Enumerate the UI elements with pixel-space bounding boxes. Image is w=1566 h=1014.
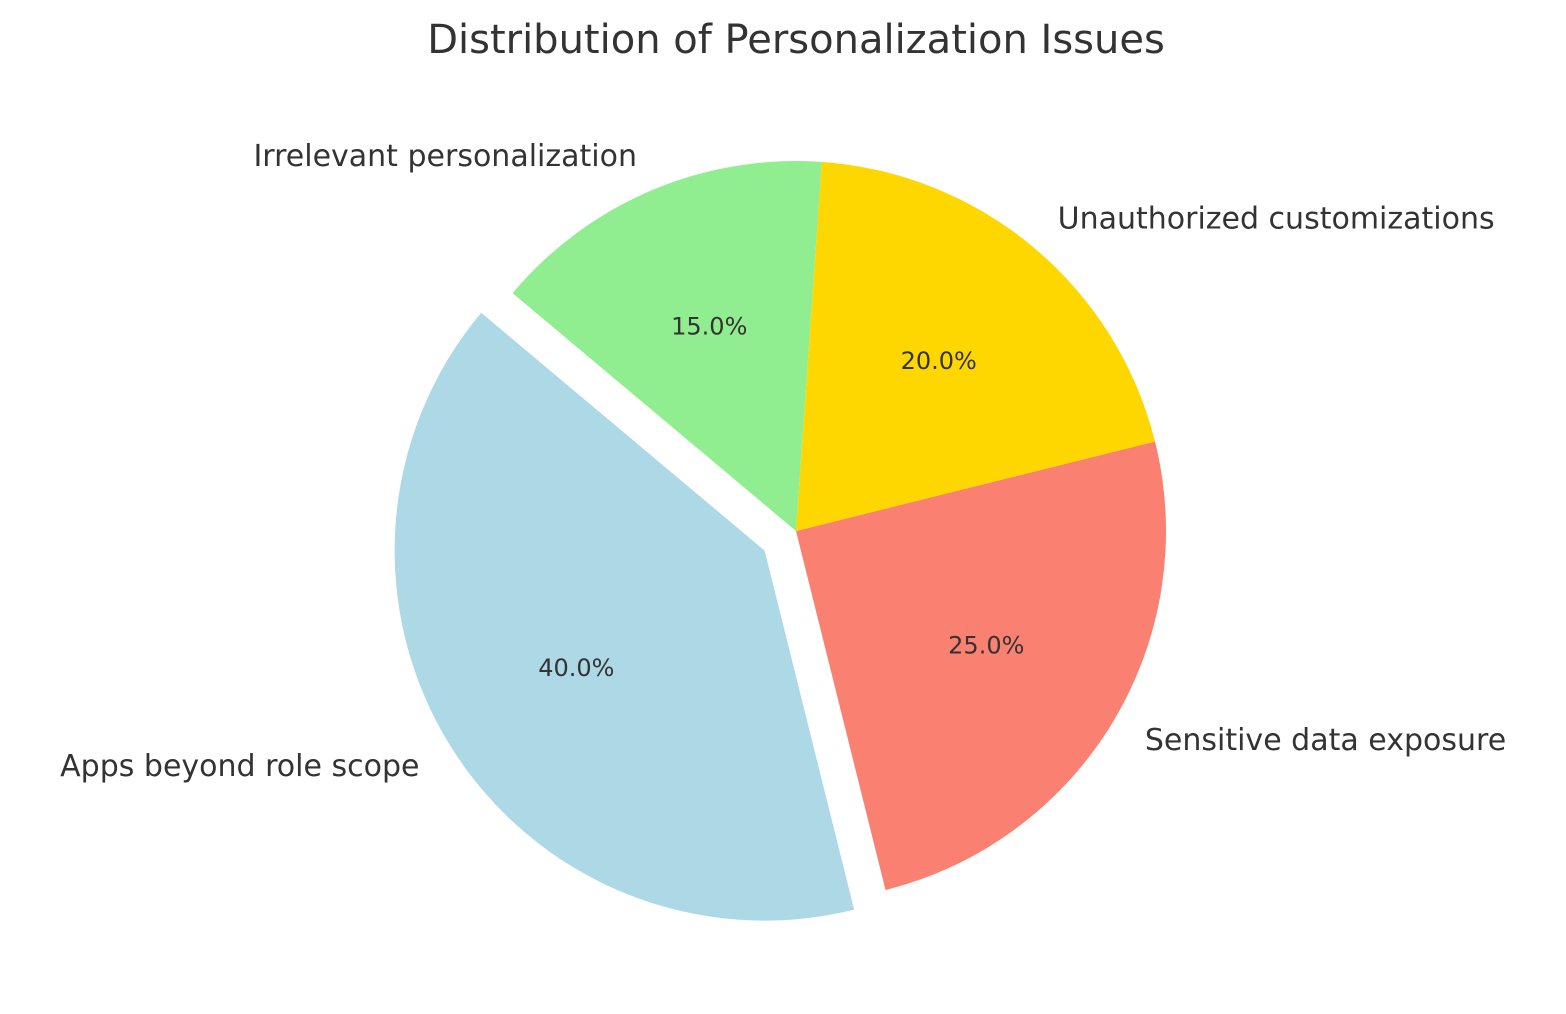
category-label-irrelevant-personalization: Irrelevant personalization [253,139,637,174]
pie-slices [394,161,1166,921]
chart-title: Distribution of Personalization Issues [427,17,1165,63]
category-label-sensitive-data-exposure: Sensitive data exposure [1145,723,1506,758]
category-label-unauthorized-customizations: Unauthorized customizations [1058,202,1495,237]
pie-slice-irrelevant-personalization [512,161,822,531]
pie-labels: 40.0% Apps beyond role scope 25.0% Sensitiv… [60,139,1506,784]
category-label-apps-beyond-role-scope: Apps beyond role scope [60,749,419,784]
pct-label-sensitive-data-exposure: 25.0% [948,631,1024,659]
pie-slice-sensitive-data-exposure [796,441,1166,891]
pct-label-irrelevant-personalization: 15.0% [671,313,747,341]
pie-slice-unauthorized-customizations [796,161,1156,531]
pct-label-apps-beyond-role-scope: 40.0% [538,654,614,682]
pie-slice-apps-beyond-role-scope [394,312,855,921]
pct-label-unauthorized-customizations: 20.0% [901,347,977,375]
